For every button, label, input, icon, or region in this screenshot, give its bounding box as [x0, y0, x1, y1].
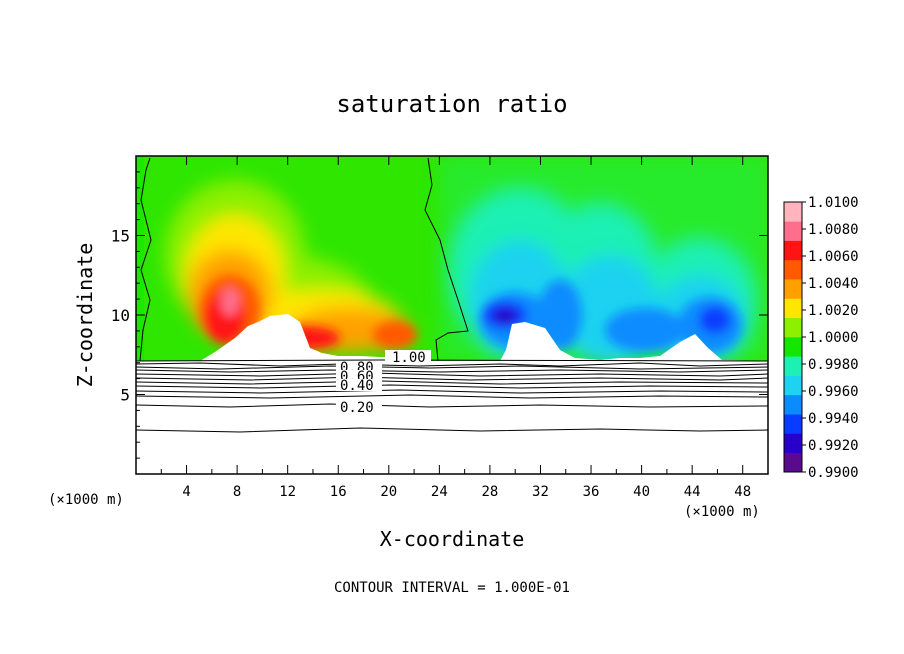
colorbar-label: 1.0040 [808, 276, 859, 292]
contour-label-1-00: 1.00 [392, 350, 426, 366]
contour-label-0-20: 0.20 [340, 400, 374, 416]
x-tick-label: 40 [633, 484, 650, 500]
x-tick-label: 16 [330, 484, 347, 500]
colorbar-swatch [784, 375, 802, 396]
y-tick-label: 10 [111, 306, 130, 325]
field-left-edge [136, 156, 144, 361]
colorbar-label: 1.0080 [808, 222, 859, 238]
contour-label-0-40: 0.40 [340, 378, 374, 394]
colorbar-swatch [784, 394, 802, 415]
colorbar-label: 0.9980 [808, 357, 859, 373]
colorbar-label: 1.0100 [808, 195, 859, 211]
contour-interval-note: CONTOUR INTERVAL = 1.000E-01 [334, 580, 570, 596]
colorbar-label: 0.9920 [808, 438, 859, 454]
contour-mid-boundary [424, 157, 469, 362]
colorbar-label: 0.9900 [808, 465, 859, 481]
x-tick-label: 48 [734, 484, 751, 500]
saturation-field [136, 156, 768, 474]
y-tick-label: 15 [111, 227, 130, 246]
colorbar-swatch [784, 221, 802, 241]
colorbar-swatch [784, 433, 802, 454]
colorbar-label: 0.9960 [808, 384, 859, 400]
plot-area: 1.00 0.80 0.60 0.40 0.20 [136, 156, 768, 474]
x-tick-label: 8 [233, 484, 241, 500]
contour-line-1-00 [136, 359, 768, 362]
x-axis-left-unit: (×1000 m) [48, 492, 124, 508]
colorbar-label: 1.0060 [808, 249, 859, 265]
x-axis-right-unit: (×1000 m) [684, 504, 760, 520]
x-axis-ticks: 4 8 12 16 20 24 28 32 36 40 44 48 [160, 156, 751, 500]
x-tick-label: 20 [380, 484, 397, 500]
x-tick-label: 24 [431, 484, 448, 500]
colorbar-swatch [784, 452, 802, 473]
x-tick-label: 12 [279, 484, 296, 500]
x-tick-label: 36 [583, 484, 600, 500]
colorbar-label: 1.0020 [808, 303, 859, 319]
y-axis-ticks: 5 10 15 [111, 171, 768, 459]
contour-lines [136, 157, 768, 433]
dry-region-mask [136, 314, 768, 474]
colorbar-swatch [784, 298, 802, 319]
colorbar-label: 1.0000 [808, 330, 859, 346]
contour-left-boundary [139, 157, 152, 362]
chart-title: saturation ratio [336, 90, 567, 118]
colorbar-swatch [784, 337, 802, 357]
y-tick-label: 5 [120, 386, 130, 405]
x-tick-label: 4 [182, 484, 190, 500]
colorbar-label: 0.9940 [808, 411, 859, 427]
contour-line-0-20 [136, 403, 768, 408]
x-tick-label: 32 [532, 484, 549, 500]
colorbar-swatch [784, 317, 802, 338]
contour-labels: 1.00 0.80 0.60 0.40 0.20 [336, 350, 431, 416]
y-axis-label: Z-coordinate [73, 243, 97, 388]
colorbar-swatch [784, 240, 802, 261]
x-tick-label: 28 [481, 484, 498, 500]
colorbar-swatch [784, 414, 802, 434]
colorbar-swatch [784, 356, 802, 376]
colorbar: 1.0100 1.0080 1.0060 1.0040 1.0020 1.0000 0.99… [783, 195, 859, 481]
colorbar-swatch [784, 279, 802, 299]
colorbar-swatch [784, 259, 802, 280]
x-tick-label: 44 [684, 484, 701, 500]
x-axis-label: X-coordinate [380, 527, 525, 551]
colorbar-swatch [784, 202, 802, 222]
